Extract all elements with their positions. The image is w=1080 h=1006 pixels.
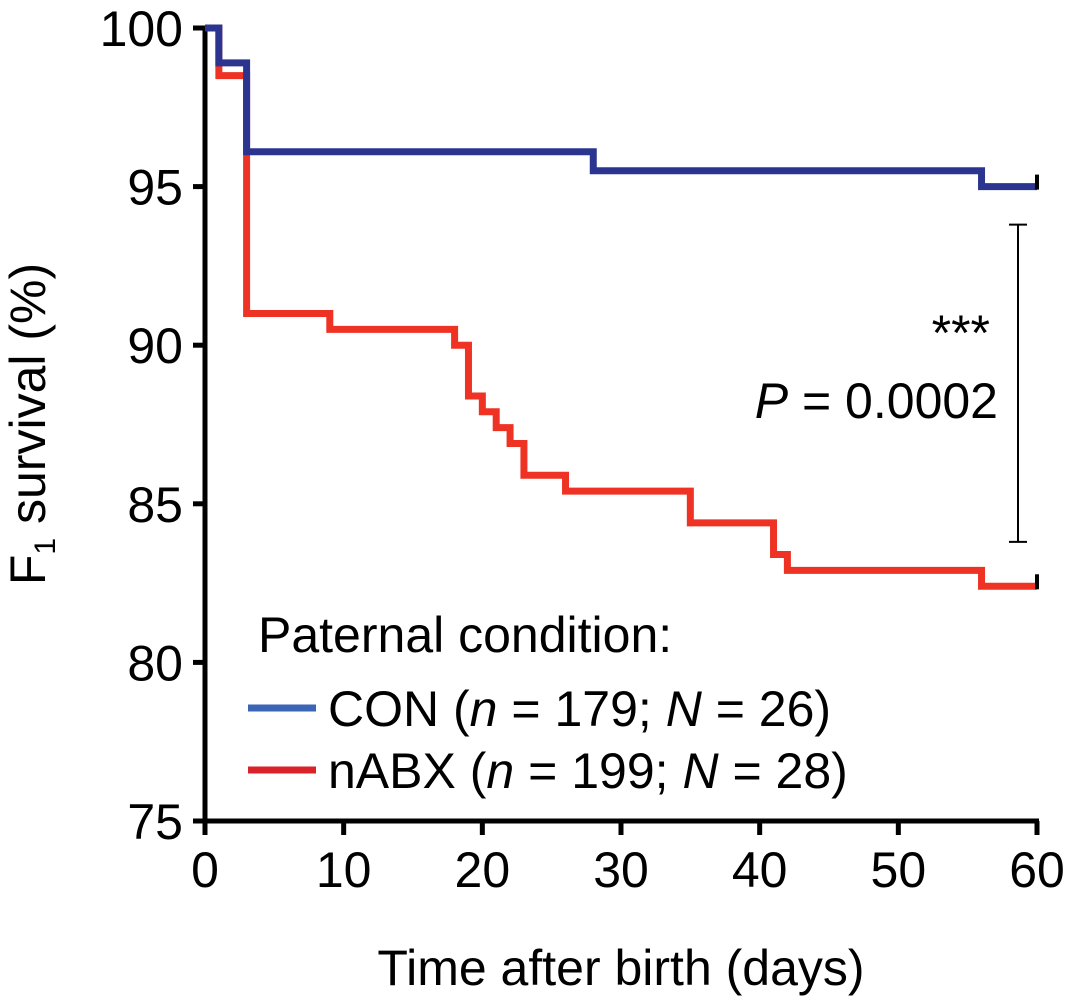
p-value: P = 0.0002 — [755, 373, 998, 429]
y-tick-label: 90 — [127, 318, 183, 374]
y-tick-label: 80 — [127, 635, 183, 691]
p-value-text: = 0.0002 — [788, 373, 998, 429]
legend-title: Paternal condition: — [258, 607, 672, 663]
survival-curves — [205, 24, 1039, 590]
y-axis-title-main: F — [0, 555, 56, 586]
significance-stars: *** — [932, 305, 990, 361]
significance-bracket — [1009, 223, 1027, 543]
axes: 75 80 85 90 95 100 0 10 20 30 40 50 60 — [100, 1, 1065, 898]
p-value-label: P — [755, 373, 789, 429]
x-tick-label: 50 — [871, 842, 927, 898]
y-tick-label: 95 — [127, 160, 183, 216]
y-axis-title: F1 survival (%) — [0, 263, 62, 585]
survival-curve-nabx — [205, 24, 1037, 590]
legend-entry-con: CON (n = 179; N = 26) — [328, 681, 831, 737]
x-tick-label: 10 — [316, 842, 372, 898]
x-tick-label: 60 — [1009, 842, 1065, 898]
x-tick-label: 40 — [732, 842, 788, 898]
x-axis-title: Time after birth (days) — [377, 940, 864, 996]
y-tick-label: 85 — [127, 477, 183, 533]
legend: Paternal condition: CON (n = 179; N = 26… — [248, 607, 848, 799]
x-tick-label: 20 — [455, 842, 511, 898]
legend-entry-nabx: nABX (n = 199; N = 28) — [328, 743, 848, 799]
y-axis-title-rest: survival (%) — [0, 263, 56, 538]
y-tick-label: 75 — [127, 794, 183, 850]
svg-text:F1 survival (%): F1 survival (%) — [0, 263, 62, 585]
y-axis-title-subscript: 1 — [29, 538, 62, 555]
y-tick-label: 100 — [100, 1, 183, 57]
survival-curve-con — [205, 24, 1037, 191]
x-tick-label: 0 — [191, 842, 219, 898]
significance-annotation: *** P = 0.0002 — [755, 223, 1027, 543]
x-tick-label: 30 — [593, 842, 649, 898]
